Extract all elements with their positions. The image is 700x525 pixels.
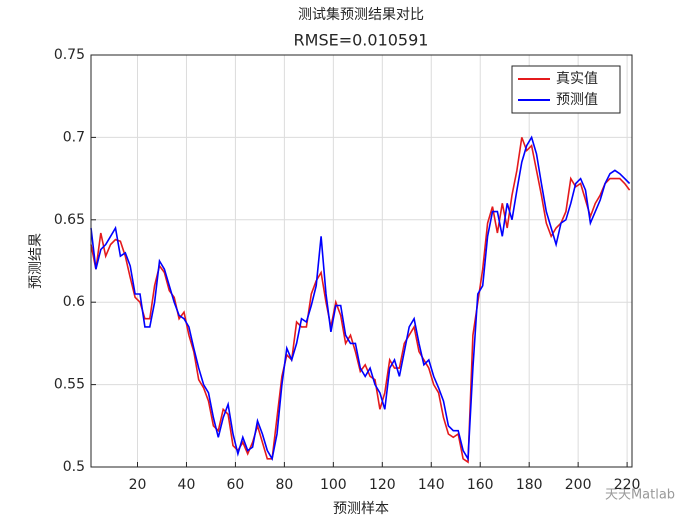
axes-box	[90, 54, 633, 468]
x-tick-label: 160	[467, 477, 494, 493]
x-tick-label: 120	[369, 477, 396, 493]
legend-label: 真实值	[556, 71, 598, 87]
x-tick-label: 220	[614, 477, 641, 493]
series-line	[90, 135, 631, 462]
chart-title: 测试集预测结果对比	[298, 6, 424, 23]
x-tick-label: 100	[320, 477, 347, 493]
x-tick-label: 40	[178, 477, 196, 493]
chart-subtitle: RMSE=0.010591	[294, 31, 429, 50]
y-tick-label: 0.55	[54, 377, 85, 393]
y-tick-label: 0.6	[63, 294, 85, 310]
y-tick-label: 0.5	[63, 459, 85, 475]
y-tick-label: 0.7	[63, 129, 85, 145]
x-tick-label: 200	[565, 477, 592, 493]
x-tick-label: 140	[418, 477, 445, 493]
x-tick-label: 80	[275, 477, 293, 493]
watermark: 天天Matlab	[605, 488, 675, 503]
legend-box	[511, 65, 621, 114]
x-axis-label: 预测样本	[333, 501, 389, 517]
y-tick-label: 0.65	[54, 212, 85, 228]
x-tick-label: 60	[227, 477, 245, 493]
y-tick-label: 0.75	[54, 47, 85, 63]
plot-area	[91, 55, 632, 467]
x-tick-label: 20	[129, 477, 147, 493]
legend-label: 预测值	[556, 92, 598, 108]
x-tick-label: 180	[516, 477, 543, 493]
y-axis-label: 预测结果	[28, 233, 44, 289]
